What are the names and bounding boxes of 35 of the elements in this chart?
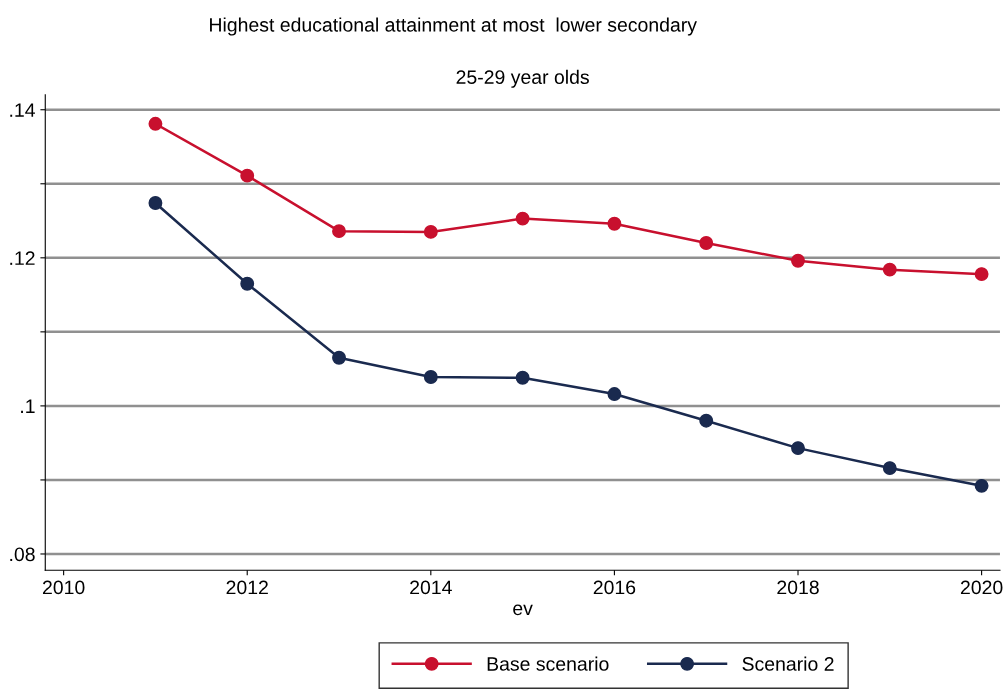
point xyxy=(882,461,897,476)
y-tick-label: .14 xyxy=(10,103,35,117)
point xyxy=(332,350,346,365)
point xyxy=(974,478,989,493)
point xyxy=(607,216,622,231)
x-tick-label: 2014 xyxy=(410,580,452,595)
point xyxy=(332,224,346,239)
point xyxy=(699,413,714,428)
point xyxy=(515,370,530,385)
point xyxy=(423,224,438,239)
x-tick-label: 2020 xyxy=(960,580,1003,595)
y-tick-label: .12 xyxy=(10,251,35,265)
point xyxy=(791,253,805,268)
point xyxy=(699,236,714,250)
point xyxy=(515,211,530,226)
x-tick-label: 2012 xyxy=(226,580,268,595)
x-tick-label: 2018 xyxy=(777,580,819,595)
point xyxy=(607,387,622,401)
point xyxy=(240,276,255,291)
x-axis-title: ev xyxy=(513,604,533,616)
chart-title: Highest educational attainment at most lower secondary xyxy=(210,17,697,36)
y-tick-label: .1 xyxy=(21,399,35,413)
x-tick-label: 2010 xyxy=(42,580,85,595)
point xyxy=(148,196,163,210)
point xyxy=(423,370,438,384)
point xyxy=(791,441,805,456)
chart-subtitle: 25-29 year olds xyxy=(456,69,589,88)
point xyxy=(974,267,989,282)
legend-label: Base scenario xyxy=(487,656,609,671)
y-tick-label: .08 xyxy=(10,547,35,562)
x-tick-label: 2016 xyxy=(593,580,636,595)
point xyxy=(882,262,897,277)
point xyxy=(148,116,163,131)
legend-label: Scenario 2 xyxy=(742,656,834,671)
point xyxy=(240,168,255,183)
